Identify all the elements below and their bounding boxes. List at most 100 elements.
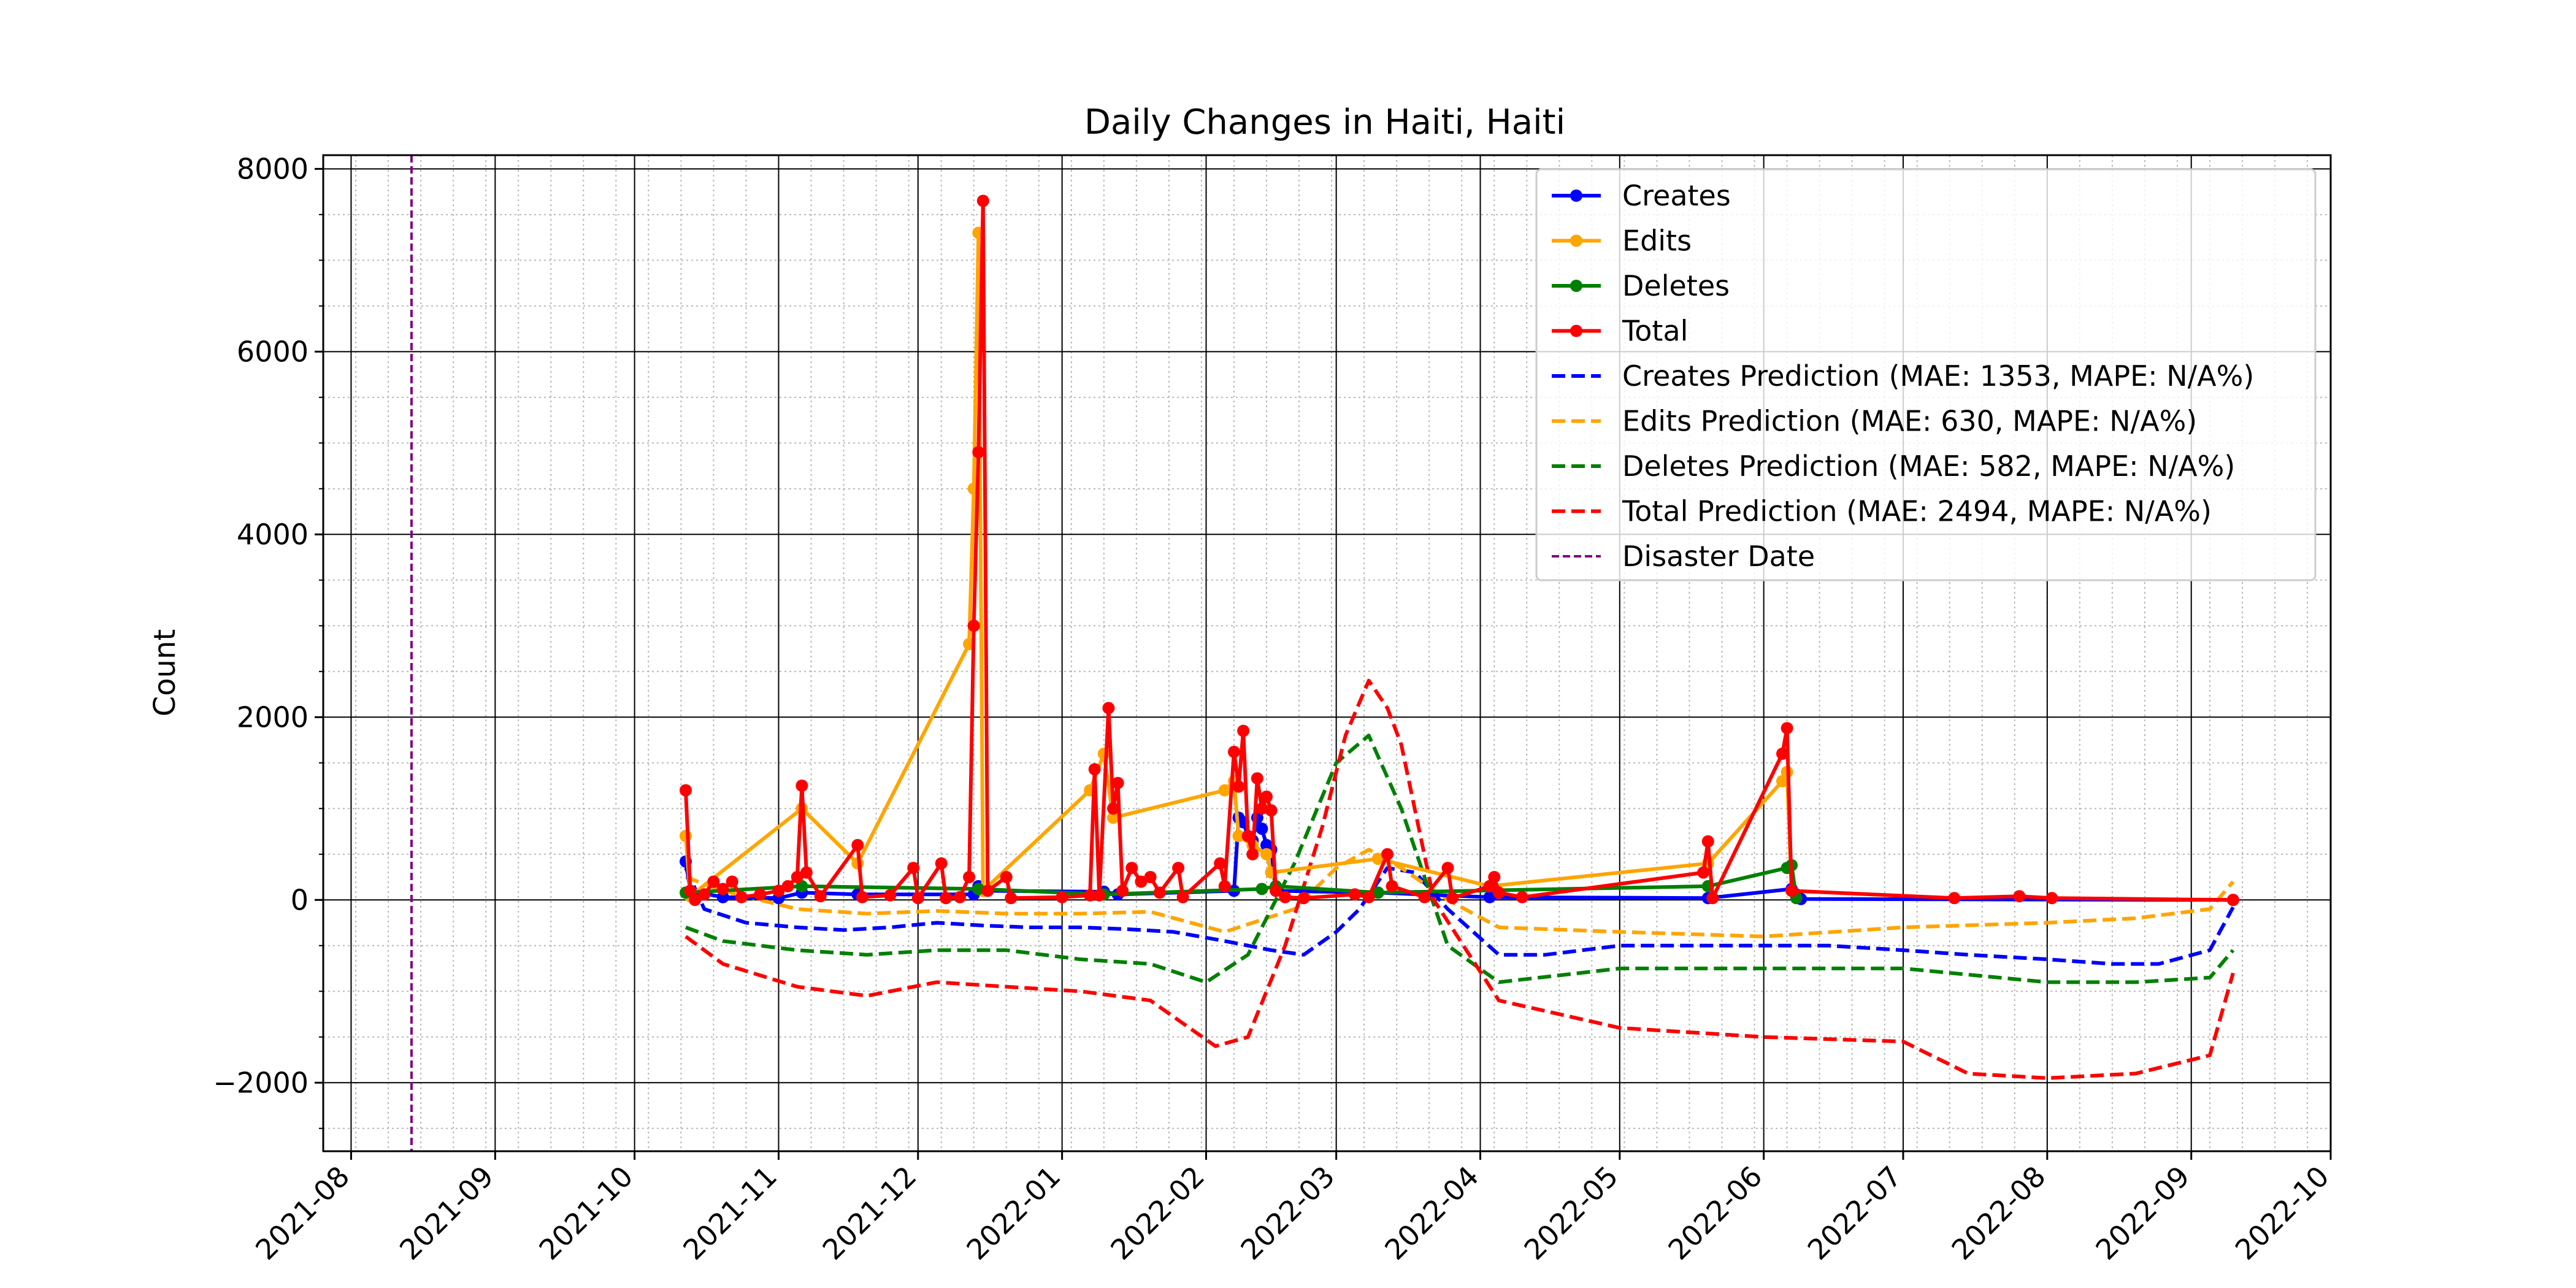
data-point — [1111, 776, 1124, 789]
data-point — [1176, 891, 1189, 903]
data-point — [1255, 822, 1268, 835]
data-point — [689, 894, 702, 907]
legend-label: Total — [1622, 315, 1688, 348]
data-point — [972, 446, 985, 459]
data-point — [1255, 883, 1268, 895]
chart-title: Daily Changes in Haiti, Haiti — [1084, 102, 1565, 142]
data-point — [800, 866, 813, 879]
data-point — [1371, 886, 1384, 899]
series-line — [684, 678, 2235, 1080]
series-line — [684, 816, 2233, 902]
data-point — [1697, 866, 1710, 879]
data-point — [1776, 747, 1788, 760]
data-point — [1381, 848, 1393, 861]
data-point — [1107, 802, 1119, 815]
series-line — [684, 848, 2235, 938]
data-point — [1255, 802, 1268, 815]
data-point — [967, 619, 980, 632]
y-tick-label: −2000 — [213, 1066, 309, 1099]
legend-label: Disaster Date — [1622, 540, 1815, 573]
legend-label: Creates — [1622, 179, 1731, 212]
data-point — [1781, 722, 1793, 735]
data-point — [1000, 871, 1013, 883]
data-point — [795, 880, 808, 892]
data-point — [684, 884, 697, 897]
data-point — [1483, 891, 1496, 903]
y-tick-label: 6000 — [237, 335, 309, 368]
data-point — [1107, 811, 1119, 824]
data-point — [1056, 891, 1068, 903]
data-point — [772, 884, 785, 897]
data-point — [1251, 772, 1263, 785]
y-tick-label: 2000 — [237, 700, 309, 734]
data-point — [698, 888, 711, 901]
data-point — [1948, 892, 1961, 905]
plot-frame — [322, 154, 2332, 1152]
y-axis-label: Count — [148, 629, 182, 717]
data-point — [1228, 745, 1240, 758]
series-line — [684, 866, 2235, 966]
data-point — [1483, 880, 1496, 892]
data-point — [1270, 884, 1282, 897]
data-point — [884, 889, 897, 902]
data-point — [716, 883, 729, 895]
data-point — [1005, 892, 1018, 905]
data-point — [1232, 780, 1245, 793]
data-point — [1785, 884, 1798, 897]
data-point — [1418, 891, 1431, 903]
data-point — [1260, 848, 1273, 861]
legend-marker — [1570, 234, 1582, 247]
data-point — [1265, 804, 1278, 817]
data-point — [963, 871, 976, 883]
y-tick-label: 4000 — [237, 518, 309, 551]
data-point — [976, 194, 989, 207]
legend-box — [1535, 168, 2317, 581]
data-point — [1116, 884, 1129, 897]
series-line — [684, 734, 2235, 984]
data-point — [726, 875, 738, 888]
y-tick-label: 0 — [291, 883, 309, 916]
data-point — [1144, 871, 1157, 883]
data-point — [1362, 891, 1375, 903]
data-point — [791, 871, 803, 883]
data-point — [1349, 888, 1361, 901]
data-point — [1241, 830, 1254, 842]
data-point — [1218, 880, 1231, 892]
legend: Creates Edits Deletes Total Creates Predicti… — [1535, 168, 2317, 581]
data-point — [935, 857, 948, 870]
legend-marker — [1570, 190, 1582, 202]
data-point — [735, 891, 748, 903]
data-point — [1297, 892, 1310, 905]
legend-label: Creates Prediction (MAE: 1353, MAPE: N/A… — [1622, 359, 2254, 393]
legend-marker — [1570, 324, 1582, 337]
data-point — [1102, 702, 1115, 715]
legend-label: Edits — [1622, 224, 1692, 258]
data-point — [781, 880, 794, 892]
data-point — [1260, 790, 1273, 803]
data-point — [1246, 848, 1259, 861]
data-point — [754, 888, 767, 901]
legend-label: Deletes — [1622, 269, 1730, 302]
data-point — [1279, 891, 1292, 903]
data-point — [911, 892, 924, 905]
data-point — [1701, 835, 1714, 848]
data-point — [1441, 862, 1454, 875]
series-layer — [410, 155, 2239, 1151]
data-point — [1237, 724, 1250, 737]
data-point — [1776, 775, 1788, 788]
data-point — [1218, 784, 1231, 797]
data-point — [1371, 853, 1384, 865]
legend-label: Edits Prediction (MAE: 630, MAPE: N/A%) — [1622, 405, 2197, 438]
data-point — [1088, 763, 1101, 776]
data-point — [1706, 892, 1719, 905]
data-point — [1446, 892, 1459, 905]
data-point — [954, 891, 966, 903]
data-point — [1172, 862, 1185, 875]
data-point — [1214, 857, 1227, 870]
data-point — [1492, 886, 1505, 899]
data-point — [2226, 894, 2239, 907]
data-point — [981, 884, 994, 897]
data-point — [1386, 880, 1398, 892]
data-point — [1516, 891, 1528, 903]
